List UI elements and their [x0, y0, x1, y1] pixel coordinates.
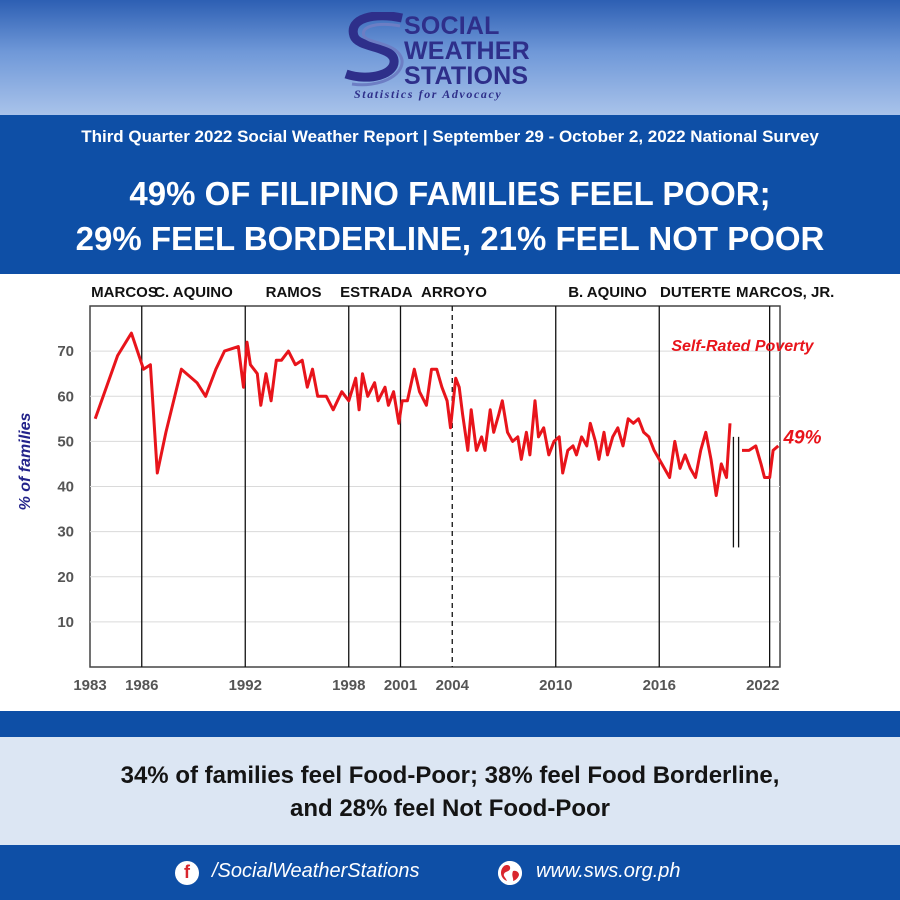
y-tick-label-30: 30	[57, 524, 74, 541]
era-label-1: C. AQUINO	[154, 284, 233, 301]
logo-line-weather: WEATHER	[404, 37, 530, 65]
annotation-1: 49%	[782, 428, 821, 449]
era-label-3: ESTRADA	[340, 284, 413, 301]
y-tick-label-60: 60	[57, 388, 74, 405]
annotation-0: Self-Rated Poverty	[671, 338, 814, 355]
report-subtitle: Third Quarter 2022 Social Weather Report…	[81, 127, 819, 146]
y-tick-label-50: 50	[57, 433, 74, 450]
series-line-self-rated-poverty-1	[742, 444, 780, 479]
series-line-self-rated-poverty-0	[93, 331, 732, 497]
x-tick-label-1998: 1998	[332, 677, 365, 694]
logo-line-social: SOCIAL	[404, 12, 500, 40]
sws-logo: SOCIAL WEATHER STATIONS Statistics for A…	[340, 12, 570, 104]
era-label-4: ARROYO	[421, 284, 487, 301]
globe-icon[interactable]	[498, 861, 522, 885]
x-tick-label-2010: 2010	[539, 677, 572, 694]
title-banner: Third Quarter 2022 Social Weather Report…	[0, 115, 900, 274]
note-text: 34% of families feel Food-Poor; 38% feel…	[0, 759, 900, 825]
x-tick-label-1983: 1983	[73, 677, 106, 694]
era-label-0: MARCOS	[91, 284, 158, 301]
era-label-5: B. AQUINO	[568, 284, 647, 301]
y-tick-label-70: 70	[57, 343, 74, 360]
logo-line-stations: STATIONS	[404, 62, 529, 90]
x-tick-label-2016: 2016	[643, 677, 676, 694]
food-poverty-note: 34% of families feel Food-Poor; 38% feel…	[0, 737, 900, 845]
divider-band	[0, 711, 900, 737]
x-tick-label-2004: 2004	[436, 677, 470, 694]
logo-tagline: Statistics for Advocacy	[354, 87, 503, 101]
chart-panel: 10 20 30 40 50 60 70 1983 1986 1992 1998 2001 2004 20…	[0, 274, 900, 711]
headline: 49% OF FILIPINO FAMILIES FEEL POOR; 29% …	[0, 171, 900, 261]
x-tick-label-1992: 1992	[229, 677, 262, 694]
era-label-7: MARCOS, JR.	[736, 284, 834, 301]
y-tick-label-20: 20	[57, 569, 74, 586]
note-line-2: and 28% feel Not Food-Poor	[289, 795, 610, 822]
facebook-icon[interactable]: f	[175, 861, 199, 885]
era-label-2: RAMOS	[266, 284, 322, 301]
sws-logo-mark	[344, 12, 404, 87]
footer: f /SocialWeatherStations www.sws.org.ph	[0, 845, 900, 900]
headline-line-1: 49% OF FILIPINO FAMILIES FEEL POOR;	[129, 175, 771, 212]
header: SOCIAL WEATHER STATIONS Statistics for A…	[0, 0, 900, 115]
website-link[interactable]: www.sws.org.ph	[536, 860, 681, 882]
facebook-link[interactable]: /SocialWeatherStations	[212, 860, 420, 882]
headline-line-2: 29% FEEL BORDERLINE, 21% FEEL NOT POOR	[75, 220, 825, 257]
note-line-1: 34% of families feel Food-Poor; 38% feel…	[120, 762, 780, 789]
y-tick-label-10: 10	[57, 614, 74, 631]
self-rated-poverty-chart: 10 20 30 40 50 60 70 1983 1986 1992 1998 2001 2004 20…	[17, 284, 834, 694]
x-tick-label-1986: 1986	[125, 677, 158, 694]
y-axis-label: % of families	[17, 413, 34, 511]
y-tick-label-40: 40	[57, 479, 74, 496]
logo-wordmark: SOCIAL WEATHER STATIONS	[404, 14, 530, 89]
x-tick-label-2022: 2022	[746, 677, 779, 694]
x-tick-label-2001: 2001	[384, 677, 417, 694]
era-label-6: DUTERTE	[660, 284, 731, 301]
